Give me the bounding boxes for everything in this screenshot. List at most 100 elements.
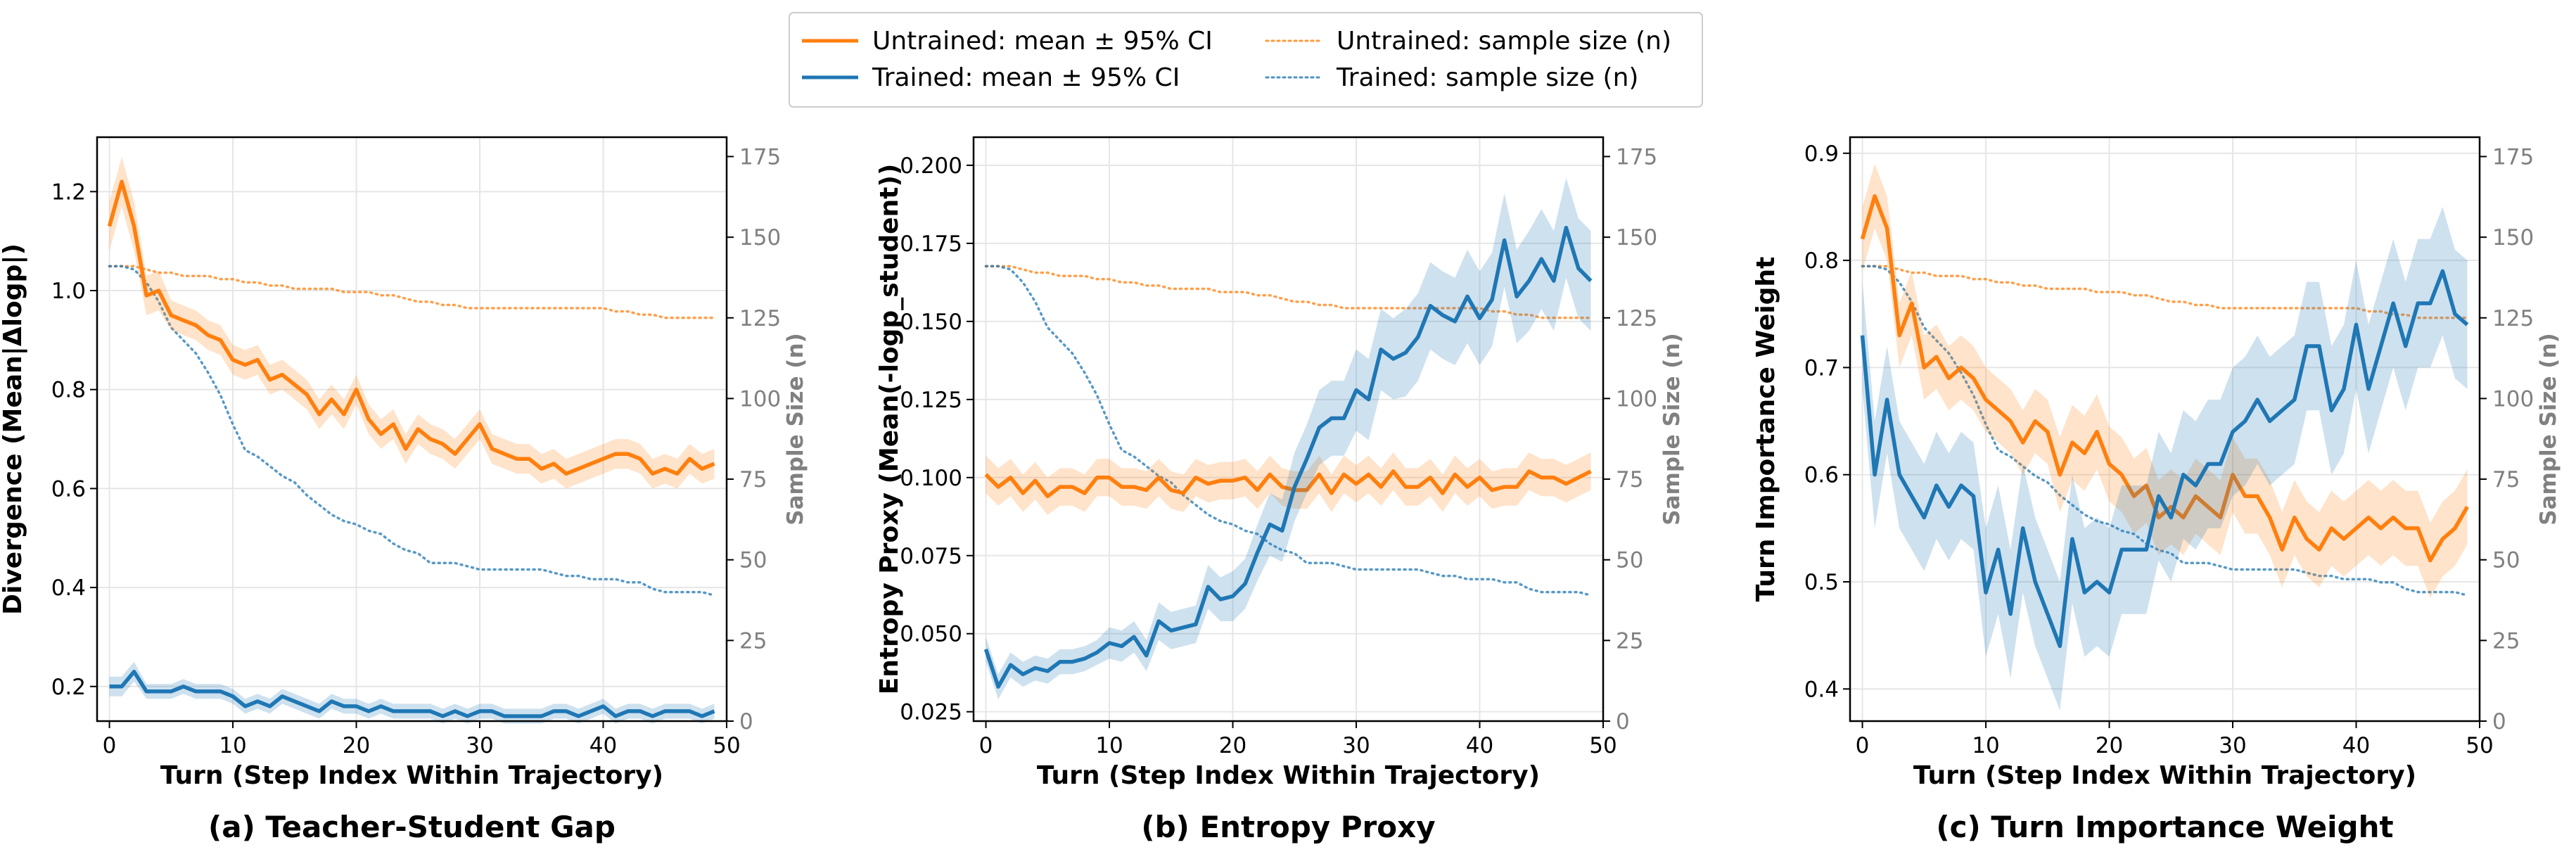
y-tick-label: 0.075: [900, 544, 962, 569]
x-tick-label: 30: [2219, 733, 2246, 758]
y-tick-label: 0.025: [900, 700, 962, 725]
y-tick-label: 0.7: [1804, 355, 1839, 381]
y2-tick-label: 75: [1616, 467, 1643, 492]
legend-frame: [789, 12, 1703, 108]
x-tick-label: 0: [103, 733, 117, 758]
series-line-untrained-sample-size-n: [984, 265, 1593, 319]
y-tick-label: 1.0: [51, 279, 86, 304]
series-line-trained-mean-ci: [1860, 269, 2469, 649]
series-line-trained-mean-ci: [983, 225, 1593, 689]
y-tick-label: 0.6: [1804, 463, 1839, 488]
y-tick-label: 0.050: [900, 622, 962, 647]
x-tick-label: 20: [1219, 733, 1246, 758]
x-tick-label: 10: [1095, 733, 1123, 758]
y2-tick-label: 150: [739, 225, 781, 250]
panel-teacher-student-gap: 0 10 20 30 40 50 0.2 0.4 0.6 0.8 1.0 1.2 0 25 50 75 100 1…: [0, 136, 808, 844]
x-tick-label: 40: [2342, 733, 2370, 758]
y-axis-label: Entropy Proxy (Mean(-logp_student)): [875, 164, 904, 695]
y2-tick-label: 50: [739, 548, 767, 573]
axes-frame: [972, 136, 1605, 723]
y2-tick-label: 175: [2492, 145, 2534, 170]
ci-band-untrained: [986, 452, 1591, 516]
y-tick-label: 0.2: [51, 675, 86, 700]
y-tick-label: 0.150: [900, 310, 962, 335]
y2-tick-label: 125: [739, 306, 781, 331]
y2-tick-label: 50: [1616, 548, 1643, 573]
y-tick-label: 0.8: [51, 378, 86, 403]
legend-label-trained_mean: Trained: mean ± 95% CI: [872, 63, 1180, 92]
series-line-untrained-mean-ci: [107, 179, 715, 476]
y-tick-label: 0.175: [900, 231, 962, 257]
x-tick-label: 0: [1856, 733, 1870, 758]
legend: Untrained: mean ± 95% CI Trained: mean ± …: [789, 12, 1703, 108]
ci-band-trained: [109, 661, 715, 724]
series-line-trained-sample-size-n: [984, 265, 1593, 597]
legend-label-untrained_mean: Untrained: mean ± 95% CI: [872, 27, 1213, 56]
y2-tick-label: 125: [2492, 306, 2534, 331]
legend-label-untrained_n: Untrained: sample size (n): [1337, 27, 1671, 56]
panel-turn-importance-weight: 0 10 20 30 40 50 0.4 0.5 0.6 0.7 0.8 0.9 0 25 50 75 100 1…: [1752, 136, 2561, 844]
y2-axis-label: Sample Size (n): [1659, 333, 1685, 525]
ci-band-trained: [1862, 207, 2468, 711]
x-tick-label: 30: [466, 733, 493, 758]
y2-tick-label: 100: [739, 386, 781, 412]
y2-tick-label: 175: [739, 145, 781, 170]
x-tick-label: 20: [2096, 733, 2123, 758]
y-tick-label: 0.4: [51, 575, 86, 601]
x-tick-label: 0: [979, 733, 993, 758]
y-tick-label: 0.4: [1804, 677, 1839, 702]
panel-caption: (c) Turn Importance Weight: [1936, 810, 2393, 844]
y2-tick-label: 150: [2492, 225, 2534, 250]
y2-axis-label: Sample Size (n): [783, 333, 808, 525]
y2-tick-label: 100: [2492, 386, 2534, 412]
x-tick-label: 30: [1342, 733, 1370, 758]
axes-frame: [1849, 136, 2481, 723]
y2-tick-label: 25: [2492, 628, 2520, 654]
y2-tick-label: 50: [2492, 548, 2520, 573]
y-tick-label: 0.6: [51, 476, 86, 502]
x-axis-label: Turn (Step Index Within Trajectory): [1037, 761, 1540, 790]
series-line-untrained-sample-size-n: [108, 265, 716, 319]
series-line-trained-sample-size-n: [1861, 265, 2469, 597]
y2-tick-label: 0: [2492, 709, 2506, 734]
x-tick-label: 50: [713, 733, 740, 758]
y2-tick-label: 0: [739, 709, 753, 734]
y2-axis-label: Sample Size (n): [2536, 333, 2561, 525]
x-axis-label: Turn (Step Index Within Trajectory): [160, 761, 663, 790]
x-tick-label: 20: [343, 733, 370, 758]
y2-tick-label: 100: [1616, 386, 1657, 412]
y-tick-label: 0.100: [900, 466, 962, 491]
y2-tick-label: 125: [1616, 306, 1657, 331]
y2-tick-label: 25: [1616, 628, 1643, 654]
axes-frame: [96, 136, 728, 723]
series-line-untrained-mean-ci: [1860, 194, 2469, 563]
x-axis-label: Turn (Step Index Within Trajectory): [1913, 761, 2416, 790]
y-tick-label: 0.8: [1804, 248, 1839, 274]
y2-tick-label: 75: [739, 467, 767, 492]
series-line-trained-mean-ci: [109, 669, 715, 718]
panel-caption: (a) Teacher-Student Gap: [208, 810, 616, 844]
x-tick-label: 50: [2466, 733, 2493, 758]
y2-tick-label: 75: [2492, 467, 2520, 492]
x-tick-label: 50: [1589, 733, 1617, 758]
y-axis-label: Turn Importance Weight: [1752, 257, 1780, 602]
x-tick-label: 40: [1466, 733, 1493, 758]
x-tick-label: 10: [219, 733, 246, 758]
series-line-untrained-mean-ci: [984, 469, 1592, 499]
y-tick-label: 0.125: [900, 388, 962, 413]
panel-entropy-proxy: 0 10 20 30 40 50 0.025 0.050 0.075 0.100 0.125 0.15…: [875, 136, 1685, 844]
y-tick-label: 1.2: [51, 179, 86, 205]
x-tick-label: 10: [1972, 733, 1999, 758]
legend-label-trained_n: Trained: sample size (n): [1336, 63, 1638, 92]
ci-band-trained: [986, 177, 1591, 699]
x-tick-label: 40: [589, 733, 617, 758]
y-tick-label: 0.9: [1804, 141, 1839, 167]
series-line-trained-sample-size-n: [108, 265, 716, 597]
y2-tick-label: 25: [739, 628, 767, 654]
y-tick-label: 0.5: [1804, 570, 1839, 595]
series-line-untrained-sample-size-n: [1861, 265, 2469, 319]
y2-tick-label: 175: [1616, 145, 1657, 170]
y2-tick-label: 0: [1616, 709, 1630, 734]
panel-caption: (b) Entropy Proxy: [1141, 810, 1435, 844]
